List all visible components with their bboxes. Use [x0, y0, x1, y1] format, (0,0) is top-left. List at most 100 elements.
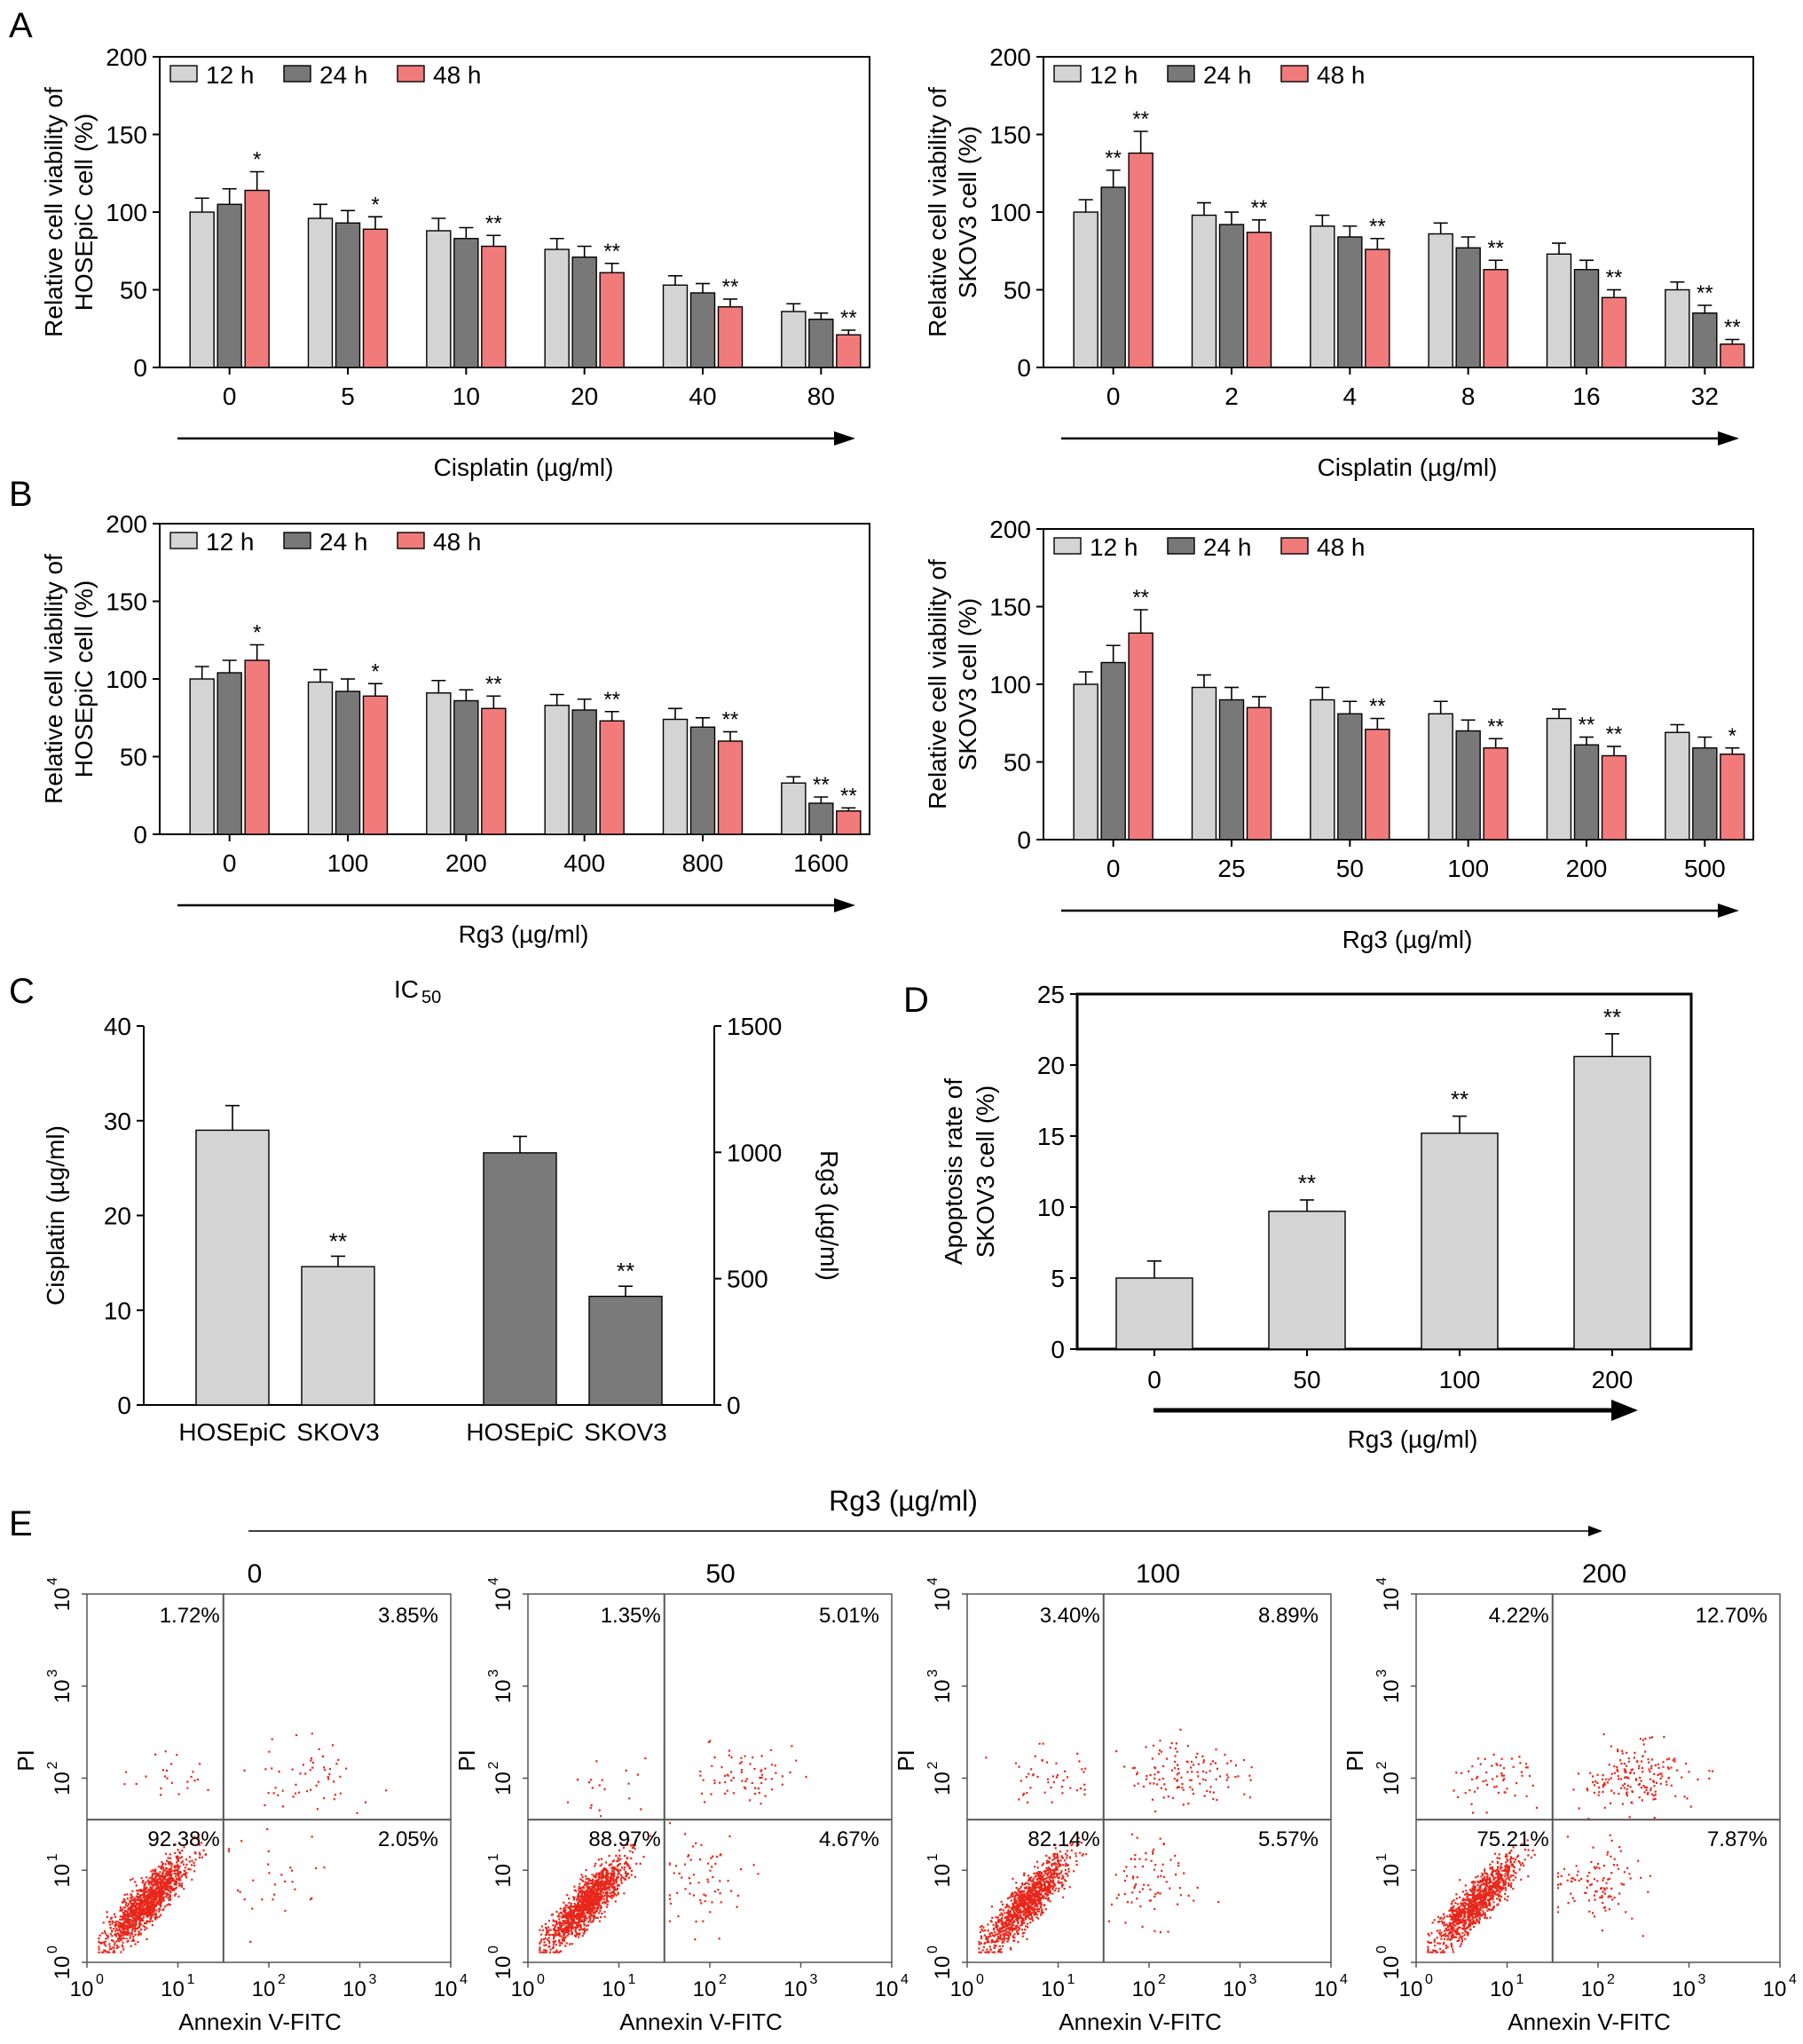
- bar-12h-2: [1191, 214, 1217, 368]
- y-axis-label: PI: [1342, 1749, 1368, 1772]
- x-tick-label: 10: [783, 1977, 807, 2001]
- significance-mark: **: [1105, 146, 1122, 170]
- quadrant-upper-right: 5.01%: [819, 1604, 879, 1628]
- legend-swatch: [1167, 537, 1195, 555]
- y2-tick-label: 0: [727, 1392, 741, 1419]
- panel-label-B: B: [9, 475, 33, 514]
- x-tick-exponent: 3: [810, 1972, 818, 1987]
- x-tick-label: HOSEpiC: [178, 1418, 286, 1446]
- x-tick-label: 10: [1763, 1977, 1787, 2001]
- y-tick-label: 200: [106, 510, 147, 538]
- x-tick-label: 10: [1581, 1977, 1605, 2001]
- bar-12h-50: [1310, 698, 1335, 840]
- y-tick-label: 0: [1017, 826, 1031, 854]
- scatter-dots: [98, 1732, 388, 1953]
- y-tick-group: 101: [45, 1853, 75, 1887]
- bar-24h-200: [453, 699, 479, 835]
- bar-12h-80: [781, 311, 807, 368]
- significance-mark: **: [1697, 281, 1713, 305]
- significance-mark: *: [371, 659, 379, 683]
- y-tick-exponent: 4: [486, 1577, 501, 1585]
- x-tick-exponent: 3: [1698, 1972, 1706, 1987]
- x-tick-exponent: 0: [96, 1972, 104, 1987]
- y-axis-label: Cisplatin (µg/ml): [42, 1125, 69, 1306]
- y-tick-exponent: 3: [486, 1669, 501, 1677]
- legend-label: 48 h: [433, 528, 482, 556]
- y-tick-label: 10: [931, 1864, 955, 1888]
- bar-48h-32: [1720, 343, 1745, 368]
- chart-E-flow-cytometry: Rg3 (µg/ml)01.72% 3.85%92.38% 2.05%10 01001…: [12, 1485, 1797, 2035]
- dose-arrow-head: [1718, 904, 1739, 918]
- x-axis-label: Rg3 (µg/ml): [1348, 1425, 1478, 1453]
- x-tick-label: SKOV3: [296, 1418, 379, 1446]
- dose-label: 100: [1136, 1559, 1180, 1589]
- significance-mark: **: [1724, 316, 1741, 340]
- legend-swatch: [397, 532, 425, 549]
- x-tick-label: 0: [1106, 855, 1121, 882]
- y-tick-label: 100: [106, 199, 147, 226]
- quadrant-upper-left: 3.40%: [1040, 1604, 1100, 1628]
- significance-mark: *: [1728, 724, 1736, 748]
- bar-12h-100: [307, 681, 334, 835]
- quadrant-lower-left: 82.14%: [1027, 1827, 1099, 1851]
- bar-24h-0: [1100, 186, 1126, 368]
- bar-48h-0: [244, 189, 270, 368]
- bar-24h-100: [1455, 730, 1481, 840]
- y-tick-label: 10: [1380, 1864, 1404, 1888]
- y-axis-label: HOSEpiC cell (%): [70, 580, 98, 777]
- x-tick-label: 50: [1293, 1366, 1320, 1393]
- x-tick-exponent: 1: [628, 1972, 636, 1987]
- bar-48h-800: [717, 740, 744, 835]
- bar-12h-5: [307, 217, 334, 368]
- bar-48h-200: [481, 707, 507, 835]
- bar-48h-50: [1365, 729, 1390, 840]
- y-axis-label: SKOV3 cell (%): [954, 126, 981, 299]
- significance-mark: **: [1487, 714, 1504, 738]
- bar-12h-16: [1546, 253, 1572, 368]
- x-tick-label: 10: [950, 1977, 974, 2001]
- x-tick-exponent: 2: [1607, 1972, 1615, 1987]
- quadrant-lower-right: 4.67%: [819, 1827, 879, 1851]
- x-tick-label: 16: [1572, 383, 1600, 410]
- x-tick-exponent: 4: [1789, 1972, 1797, 1987]
- bar-24h-0: [1100, 661, 1126, 840]
- y-tick-label: 50: [120, 277, 147, 304]
- bar-24h-80: [808, 319, 834, 368]
- bar-24h-800: [689, 726, 716, 835]
- y-tick-group: 100: [486, 1945, 516, 1979]
- bar-48h-1600: [836, 810, 862, 835]
- legend-swatch: [1053, 65, 1082, 83]
- quadrant-upper-left: 1.72%: [160, 1604, 220, 1628]
- bar-Cisplatin-HOSEpiC: [195, 1129, 270, 1406]
- bar-12h-25: [1191, 686, 1217, 840]
- x-axis-label: Cisplatin (µg/ml): [1318, 454, 1498, 481]
- x-tick-label: 10: [161, 1977, 185, 2001]
- y-tick-label: 10: [931, 1679, 955, 1703]
- y-axis-label: Relative cell viability of: [40, 554, 67, 804]
- x-tick-exponent: 0: [1425, 1972, 1433, 1987]
- quadrant-lower-left: 92.38%: [147, 1827, 219, 1851]
- bar-12h-200: [426, 692, 452, 835]
- scatter-dots: [539, 1740, 807, 1953]
- y-tick-exponent: 4: [925, 1577, 941, 1585]
- significance-mark: **: [813, 773, 830, 797]
- bar-48h-200: [1601, 754, 1627, 840]
- dose-arrow-head: [1718, 431, 1739, 446]
- significance-mark: **: [1606, 722, 1623, 746]
- legend-swatch: [169, 532, 198, 549]
- y-tick-group: 101: [486, 1853, 516, 1887]
- legend-label: 12 h: [206, 61, 255, 89]
- y-tick-label: 10: [492, 1864, 516, 1888]
- y-tick-label: 10: [931, 1956, 955, 1980]
- significance-mark: **: [1251, 196, 1268, 220]
- bar-24h-2: [1218, 224, 1245, 368]
- bar-48h-80: [836, 334, 862, 368]
- y-axis-label: Relative cell viability of: [40, 87, 67, 337]
- x-tick-exponent: 0: [976, 1972, 984, 1987]
- panel-label-D: D: [903, 981, 929, 1020]
- y-tick-label: 50: [120, 744, 147, 771]
- y-tick-exponent: 1: [486, 1853, 501, 1861]
- significance-mark: **: [1487, 236, 1504, 260]
- y-tick-label: 10: [492, 1772, 516, 1795]
- x-tick-label: 0: [223, 383, 237, 410]
